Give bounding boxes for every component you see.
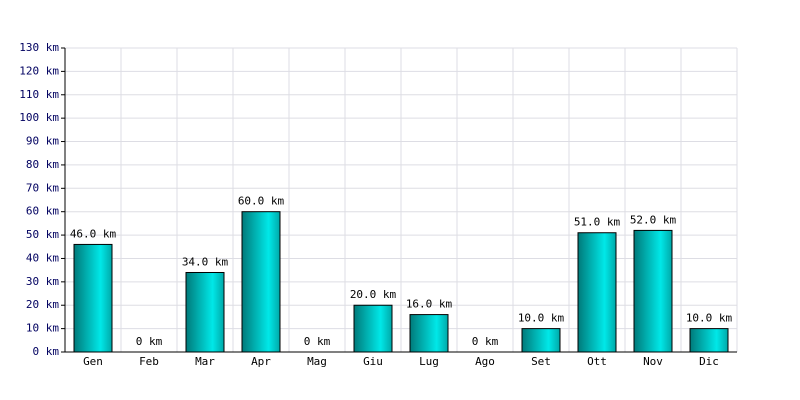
value-label: 60.0 km (238, 195, 285, 208)
y-tick-label: 70 km (26, 181, 59, 194)
bar (241, 211, 281, 353)
bar (353, 304, 393, 353)
bar (185, 271, 225, 353)
y-tick-label: 110 km (19, 88, 59, 101)
x-tick-label: Dic (699, 355, 719, 368)
y-tick-label: 120 km (19, 64, 59, 77)
value-label: 0 km (136, 335, 163, 348)
y-tick-label: 30 km (26, 275, 59, 288)
y-tick-label: 0 km (33, 345, 60, 358)
value-label: 16.0 km (406, 298, 453, 311)
value-label: 52.0 km (630, 213, 677, 226)
x-tick-label: Ott (587, 355, 607, 368)
y-tick-label: 50 km (26, 228, 59, 241)
value-label: 20.0 km (350, 288, 397, 301)
bar (633, 229, 673, 353)
y-tick-label: 60 km (26, 205, 59, 218)
y-tick-label: 100 km (19, 111, 59, 124)
y-tick-label: 130 km (19, 41, 59, 54)
y-tick-label: 80 km (26, 158, 59, 171)
x-tick-label: Nov (643, 355, 663, 368)
bar (689, 328, 729, 353)
x-tick-label: Gen (83, 355, 103, 368)
value-label: 34.0 km (182, 255, 229, 268)
bar (521, 328, 561, 353)
value-label: 10.0 km (686, 312, 733, 325)
x-tick-label: Apr (251, 355, 271, 368)
y-tick-label: 90 km (26, 135, 59, 148)
value-label: 0 km (304, 335, 331, 348)
value-label: 51.0 km (574, 216, 621, 229)
value-label: 10.0 km (518, 312, 565, 325)
x-tick-label: Mag (307, 355, 327, 368)
value-label: 46.0 km (70, 227, 117, 240)
y-tick-label: 10 km (26, 322, 59, 335)
bar (409, 314, 449, 353)
y-tick-label: 20 km (26, 298, 59, 311)
x-tick-label: Ago (475, 355, 495, 368)
x-tick-label: Giu (363, 355, 383, 368)
bar (577, 232, 617, 353)
bar (73, 243, 113, 353)
x-tick-label: Set (531, 355, 551, 368)
y-tick-label: 40 km (26, 251, 59, 264)
x-tick-label: Lug (419, 355, 439, 368)
x-tick-label: Feb (139, 355, 159, 368)
value-label: 0 km (472, 335, 499, 348)
x-tick-label: Mar (195, 355, 215, 368)
